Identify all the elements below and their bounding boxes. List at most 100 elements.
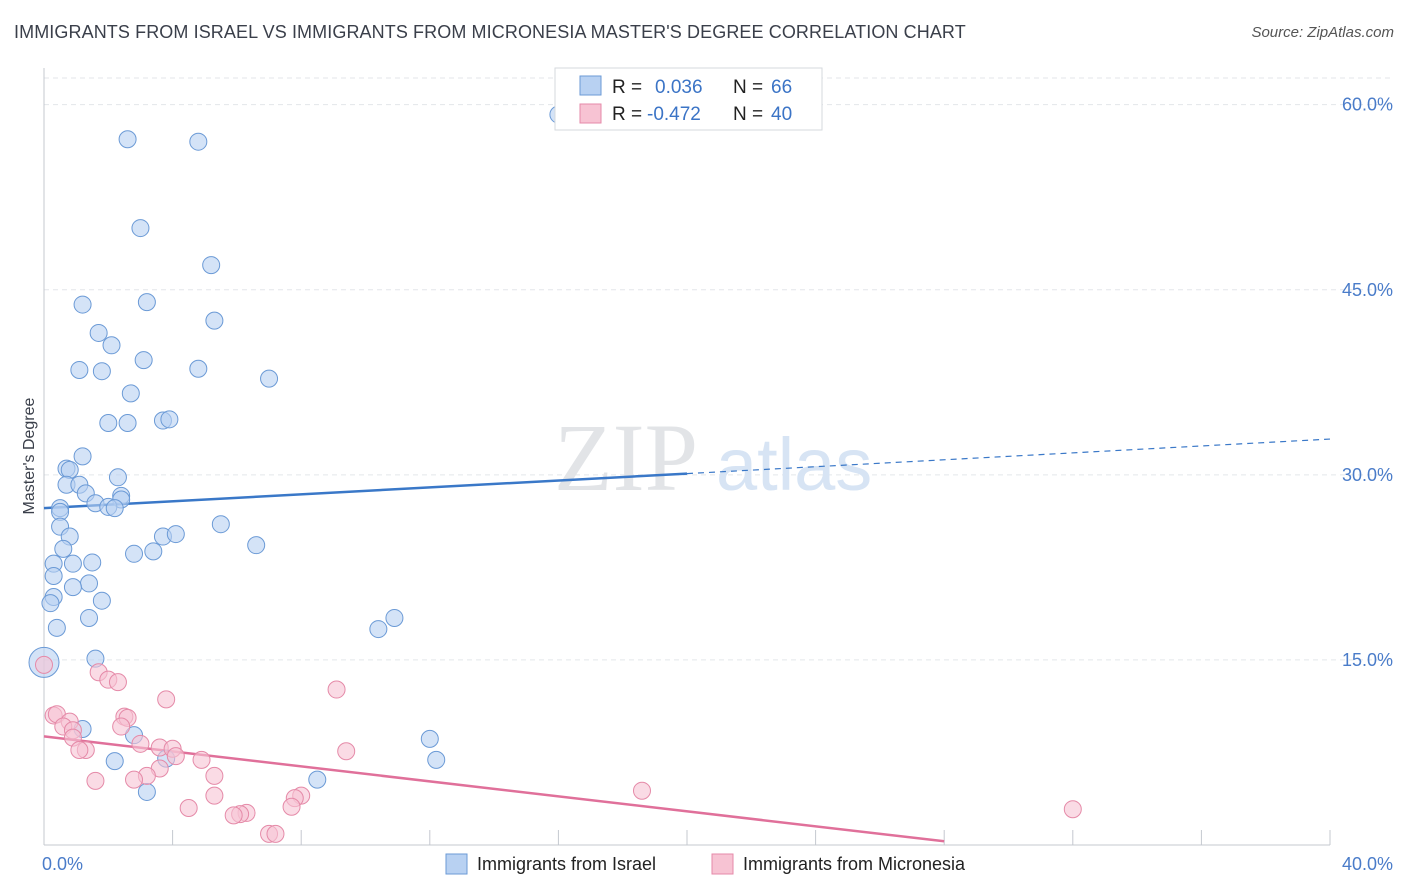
micronesia-points (35, 655, 1082, 843)
israel-point (80, 608, 99, 627)
micronesia-point (224, 806, 243, 825)
israel-point (308, 770, 327, 789)
bottom-legend-micronesia: Immigrants from Micronesia (743, 854, 966, 874)
x-tick-label-min: 0.0% (42, 854, 83, 874)
micronesia-point (205, 786, 224, 805)
israel-point (70, 360, 89, 379)
legend-swatch-israel (579, 75, 602, 96)
stats-legend: R = 0.036 N = 66 R = -0.472 N = 40 (554, 67, 823, 131)
israel-point (260, 369, 279, 388)
israel-point (89, 323, 108, 342)
micronesia-point (166, 747, 185, 766)
israel-point (80, 574, 99, 593)
y-tick-label: 15.0% (1342, 650, 1393, 670)
micronesia-point (70, 740, 89, 759)
israel-point (118, 130, 137, 149)
israel-point (102, 336, 121, 355)
legend-micronesia-n-value: 40 (771, 104, 792, 125)
israel-point (137, 782, 156, 801)
y-axis-label: Master's Degree (21, 397, 38, 514)
micronesia-point (112, 717, 131, 736)
israel-point (105, 752, 124, 771)
micronesia-point (35, 655, 53, 674)
israel-trend-extension (686, 438, 1331, 475)
israel-point (189, 359, 208, 378)
micronesia-point (266, 824, 285, 843)
x-tick-label-max: 40.0% (1342, 854, 1393, 874)
y-tick-label: 45.0% (1342, 280, 1393, 300)
micronesia-point (86, 771, 105, 790)
israel-point (73, 447, 92, 466)
israel-point (83, 553, 102, 572)
israel-point (108, 468, 127, 487)
israel-point (427, 750, 446, 769)
israel-point (125, 544, 144, 563)
micronesia-point (131, 734, 150, 753)
micronesia-point (157, 690, 176, 709)
micronesia-point (192, 750, 211, 769)
watermark-atlas: atlas (716, 423, 872, 506)
israel-point (385, 608, 404, 627)
micronesia-point (282, 797, 301, 816)
israel-point (420, 729, 439, 748)
israel-point (60, 460, 79, 479)
y-tick-label: 60.0% (1342, 95, 1393, 115)
grid-lines (44, 77, 1392, 661)
micronesia-point (1063, 800, 1082, 819)
israel-point (44, 567, 63, 586)
israel-point (47, 618, 66, 637)
israel-point (131, 219, 150, 238)
watermark-zip: ZIP (554, 404, 698, 511)
israel-point (134, 351, 153, 370)
bottom-legend-swatch-israel (445, 853, 468, 875)
israel-point (189, 132, 208, 151)
series-legend: Immigrants from Israel Immigrants from M… (445, 853, 966, 875)
israel-point (160, 410, 179, 429)
trend-lines (43, 438, 1331, 843)
micronesia-point (108, 673, 127, 692)
micronesia-trend-line (43, 735, 945, 843)
legend-israel-r-value: 0.036 (655, 77, 703, 98)
legend-swatch-micronesia (579, 103, 602, 124)
israel-point (63, 554, 82, 573)
israel-point (205, 311, 224, 330)
micronesia-point (125, 770, 144, 789)
y-tick-labels: 15.0% 30.0% 45.0% 60.0% (1342, 95, 1393, 670)
micronesia-point (179, 798, 198, 817)
bottom-legend-swatch-micronesia (711, 853, 734, 875)
chart-title: IMMIGRANTS FROM ISRAEL VS IMMIGRANTS FRO… (14, 22, 966, 42)
israel-point (247, 536, 266, 555)
israel-point (54, 539, 73, 558)
y-tick-label: 30.0% (1342, 465, 1393, 485)
micronesia-point (632, 781, 651, 800)
legend-israel-n-value: 66 (771, 77, 792, 98)
israel-point (92, 591, 111, 610)
x-tick-marks (43, 830, 1331, 845)
israel-point (73, 295, 92, 314)
source-label: Source: ZipAtlas.com (1251, 24, 1394, 41)
israel-point (144, 542, 163, 561)
legend-micronesia-n-label: N = (733, 104, 763, 125)
micronesia-point (205, 766, 224, 785)
israel-point (166, 525, 185, 544)
israel-point (121, 384, 140, 403)
legend-israel-r-label: R = (612, 77, 642, 98)
israel-point (118, 414, 137, 433)
israel-point (99, 414, 118, 433)
israel-point (41, 594, 60, 613)
legend-micronesia-r-value: -0.472 (647, 104, 701, 125)
israel-point (369, 620, 388, 639)
micronesia-point (327, 680, 346, 699)
israel-trend-line (43, 472, 688, 510)
israel-point (63, 578, 82, 597)
micronesia-point (337, 742, 356, 761)
israel-point (137, 293, 156, 312)
legend-micronesia-r-label: R = (612, 104, 642, 125)
legend-israel-n-label: N = (733, 77, 763, 98)
israel-point (202, 256, 221, 275)
bottom-legend-israel: Immigrants from Israel (477, 854, 656, 874)
israel-point (105, 499, 124, 518)
israel-points (28, 105, 568, 801)
israel-point (211, 515, 230, 534)
